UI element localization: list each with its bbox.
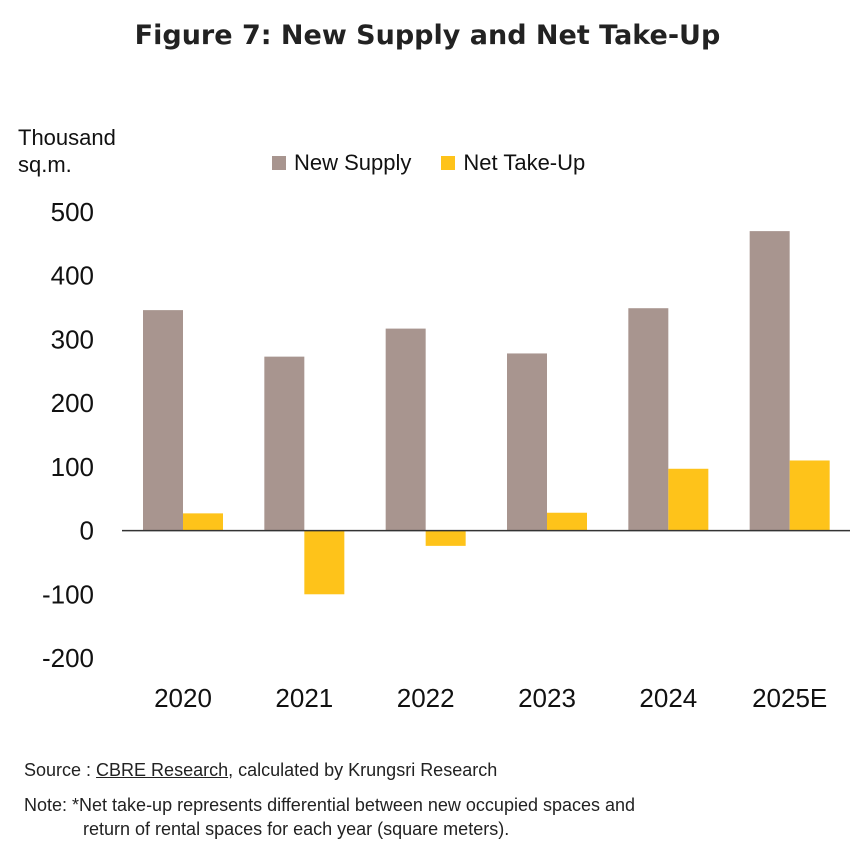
note-line-2: return of rental spaces for each year (s… <box>83 819 510 839</box>
bar-net-take-up-2025e <box>789 460 830 531</box>
bar-net-take-up-2024 <box>668 468 709 531</box>
y-tick-label: 400 <box>51 261 94 291</box>
x-tick-label: 2022 <box>397 683 455 713</box>
y-tick-label: 200 <box>51 388 94 418</box>
y-tick-label: 500 <box>51 197 94 227</box>
unit-label-line-2: sq.m. <box>18 152 72 177</box>
y-tick-label: -200 <box>42 643 94 673</box>
y-tick-label: 0 <box>80 516 94 546</box>
source-line: Source : CBRE Research, calculated by Kr… <box>24 760 497 781</box>
legend-item-new-supply: New Supply <box>272 150 411 176</box>
x-tick-label: 2021 <box>275 683 333 713</box>
bar-new-supply-2021 <box>264 356 305 531</box>
bar-net-take-up-2022 <box>425 530 466 546</box>
x-tick-label: 2020 <box>154 683 212 713</box>
chart-legend: New Supply Net Take-Up <box>272 150 615 176</box>
figure-title: Figure 7: New Supply and Net Take-Up <box>134 20 721 51</box>
y-tick-label: 100 <box>51 452 94 482</box>
legend-swatch-net-take-up <box>441 156 456 170</box>
legend-item-net-take-up: Net Take-Up <box>441 150 585 176</box>
y-tick-label: -100 <box>42 579 94 609</box>
source-suffix: , calculated by Krungsri Research <box>228 760 498 780</box>
y-tick-label: 300 <box>51 324 94 354</box>
bar-new-supply-2024 <box>628 308 669 531</box>
unit-label-line-1: Thousand <box>18 125 116 150</box>
note-line-1: Note: *Net take-up represents differenti… <box>24 795 636 815</box>
legend-label-net-take-up: Net Take-Up <box>463 150 586 175</box>
bar-net-take-up-2023 <box>547 512 587 531</box>
y-axis-unit-label: Thousand sq.m. <box>18 124 116 178</box>
bar-chart: 500 400 300 200 100 0 -100 -200 2020 2021 2022 2023… <box>42 197 850 713</box>
legend-label-new-supply: New Supply <box>294 150 412 175</box>
x-tick-label: 2024 <box>639 683 697 713</box>
bar-new-supply-2020 <box>143 310 183 531</box>
x-tick-label: 2023 <box>518 683 576 713</box>
bar-net-take-up-2020 <box>183 513 223 531</box>
bar-net-take-up-2021 <box>304 530 345 595</box>
bar-new-supply-2022 <box>385 328 426 531</box>
source-prefix: Source : <box>24 760 97 780</box>
x-tick-label: 2025E <box>752 683 827 713</box>
legend-swatch-new-supply <box>272 156 286 170</box>
bar-new-supply-2023 <box>507 353 547 531</box>
source-link-cbre-research[interactable]: CBRE Research <box>96 760 229 780</box>
bar-new-supply-2025e <box>749 231 790 531</box>
footnote: Note: *Net take-up represents differenti… <box>24 793 635 841</box>
